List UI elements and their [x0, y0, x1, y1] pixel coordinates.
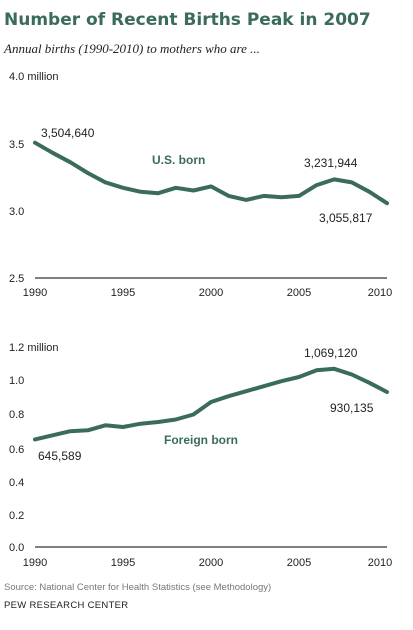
fb-x-tick-label: 2005 [287, 557, 311, 569]
foreign-born-x-ticks: 1990 1995 2000 2005 2010 [23, 557, 392, 569]
fb-y-tick-label: 0.2 [9, 510, 24, 522]
us-x-tick-label: 2000 [199, 287, 223, 299]
fb-y-tick-label: 1.2 million [9, 342, 59, 354]
foreign-born-y-ticks: 0.0 0.2 0.4 0.6 0.8 1.0 1.2 million [9, 342, 59, 554]
us-born-y-ticks: 2.5 3.0 3.5 4.0 million [9, 71, 59, 285]
foreign-born-peak-label: 1,069,120 [304, 346, 358, 360]
us-born-peak-label: 3,231,944 [304, 156, 358, 170]
us-born-panel: 2.5 3.0 3.5 4.0 million 1990 1995 2000 2… [9, 71, 392, 299]
us-y-tick-label: 2.5 [9, 273, 24, 285]
fb-x-tick-label: 2010 [368, 557, 392, 569]
fb-x-tick-label: 2000 [199, 557, 223, 569]
fb-y-tick-label: 0.6 [9, 444, 24, 456]
us-born-end-label: 3,055,817 [319, 211, 373, 225]
fb-y-tick-label: 0.4 [9, 477, 24, 489]
fb-y-tick-label: 0.8 [9, 409, 24, 421]
fb-y-tick-label: 0.0 [9, 542, 24, 554]
us-born-series-line [33, 140, 389, 206]
foreign-born-series-label: Foreign born [164, 433, 238, 447]
us-x-tick-label: 2005 [287, 287, 311, 299]
fb-x-tick-label: 1995 [111, 557, 135, 569]
fb-y-tick-label: 1.0 [9, 375, 24, 387]
us-x-tick-label: 1995 [111, 287, 135, 299]
source-note: Source: National Center for Health Stati… [4, 582, 272, 593]
pew-logo-text: PEW RESEARCH CENTER [4, 600, 129, 611]
chart-title: Number of Recent Births Peak in 2007 [4, 10, 371, 30]
us-x-tick-label: 2010 [368, 287, 392, 299]
chart-subtitle: Annual births (1990-2010) to mothers who… [4, 41, 260, 56]
foreign-born-panel: 0.0 0.2 0.4 0.6 0.8 1.0 1.2 million 1990… [9, 342, 392, 569]
us-y-tick-label: 4.0 million [9, 71, 59, 83]
us-y-tick-label: 3.0 [9, 206, 24, 218]
foreign-born-series-line [33, 366, 389, 442]
us-born-start-label: 3,504,640 [41, 126, 95, 140]
us-born-x-ticks: 1990 1995 2000 2005 2010 [23, 287, 392, 299]
foreign-born-start-label: 645,589 [38, 449, 82, 463]
us-y-tick-label: 3.5 [9, 139, 24, 151]
us-born-series-label: U.S. born [152, 153, 205, 167]
us-x-tick-label: 1990 [23, 287, 47, 299]
foreign-born-end-label: 930,135 [330, 401, 374, 415]
fb-x-tick-label: 1990 [23, 557, 47, 569]
